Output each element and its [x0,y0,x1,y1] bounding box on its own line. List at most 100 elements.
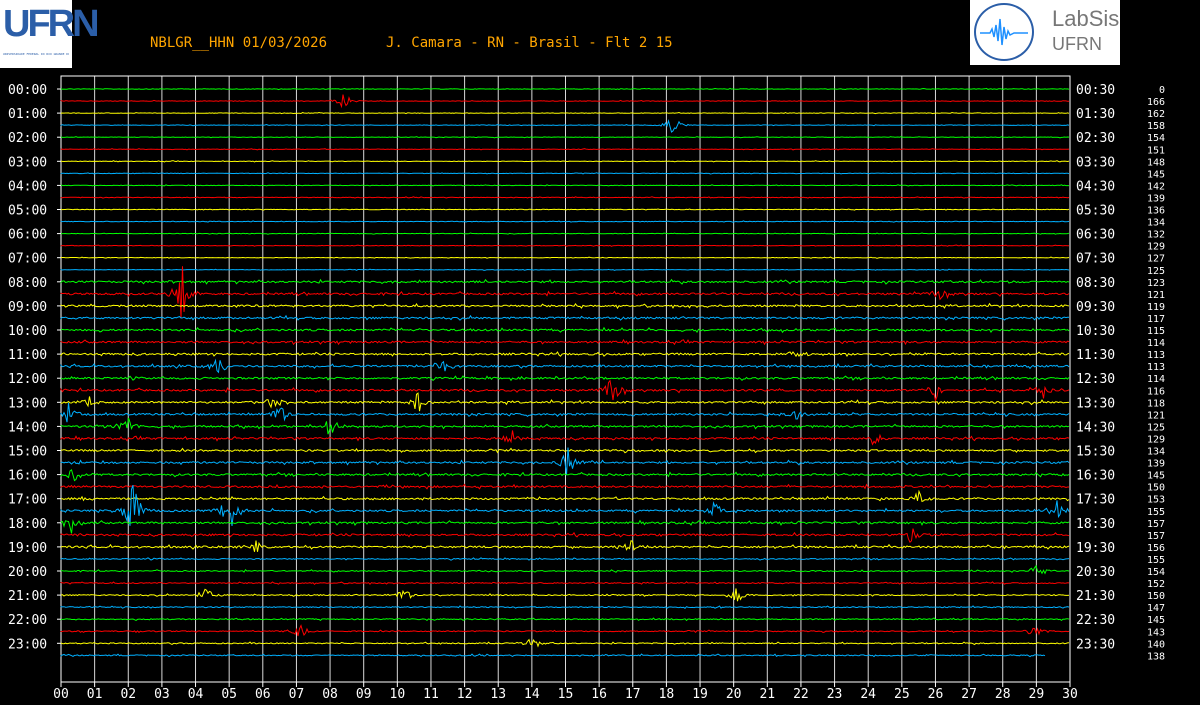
right-time-label: 15:30 [1076,445,1115,460]
ufrn-logo: UFRN UNIVERSIDADE FEDERAL DO RIO GRANDE … [0,0,100,68]
trace-line [60,87,1070,91]
scale-value-label: 145 [1147,471,1165,482]
ufrn-logo-text: UFRN [3,3,100,45]
trace-line [60,326,1070,334]
scale-value-label: 142 [1147,181,1165,192]
scale-value-label: 116 [1147,386,1165,397]
x-tick-label: 12 [457,687,473,702]
x-tick-label: 01 [87,687,103,702]
left-time-label: 15:00 [8,445,47,460]
trace-line [60,256,1070,259]
scale-value-label: 139 [1147,459,1165,470]
x-tick-label: 07 [289,687,305,702]
left-time-label: 16:00 [8,469,47,484]
right-time-label: 04:30 [1076,179,1115,194]
scale-value-label: 151 [1147,145,1165,156]
scale-value-label: 139 [1147,193,1165,204]
scale-value-label: 155 [1147,555,1165,566]
scale-value-label: 127 [1147,254,1165,265]
scale-value-label: 121 [1147,410,1165,421]
left-time-label: 03:00 [8,155,47,170]
right-time-label: 16:30 [1076,469,1115,484]
left-time-label: 10:00 [8,324,47,339]
trace-line [60,338,1070,346]
right-time-label: 00:30 [1076,83,1115,98]
trace-line [60,278,1070,285]
scale-value-label: 115 [1147,326,1165,337]
x-tick-label: 28 [995,687,1011,702]
scale-value-label: 154 [1147,567,1165,578]
left-time-label: 13:00 [8,396,47,411]
trace-line [60,172,1070,175]
trace-line [60,638,1070,648]
x-tick-label: 20 [726,687,742,702]
right-time-label: 09:30 [1076,300,1115,315]
left-time-label: 20:00 [8,565,47,580]
trace-line [60,268,1070,271]
trace-line [60,119,1070,133]
right-time-label: 21:30 [1076,589,1115,604]
scale-value-label: 150 [1147,483,1165,494]
x-tick-label: 17 [625,687,641,702]
trace-line [60,564,1070,575]
x-tick-label: 06 [255,687,271,702]
left-time-label: 01:00 [8,107,47,122]
scale-value-label: 123 [1147,278,1165,289]
scale-value-label: 166 [1147,97,1165,108]
right-time-label: 19:30 [1076,541,1115,556]
trace-line [60,581,1070,585]
trace-line [60,392,1069,412]
x-tick-label: 26 [928,687,944,702]
scale-value-label: 143 [1147,627,1165,638]
x-tick-label: 03 [154,687,170,702]
left-time-label: 02:00 [8,131,47,146]
trace-line [60,417,1070,435]
scale-value-label: 129 [1147,242,1165,253]
trace-line [60,302,1070,310]
helicorder-title: NBLGR__HHN 01/03/2026 J. Camara - RN - B… [150,35,673,51]
scale-value-label: 125 [1147,422,1165,433]
scale-value-label: 114 [1147,338,1165,349]
labsis-logo-name: LabSis [1052,6,1120,31]
x-tick-label: 30 [1062,687,1078,702]
trace-line [60,220,1070,223]
x-tick-label: 25 [894,687,910,702]
scale-value-label: 162 [1147,109,1165,120]
scale-value-label: 147 [1147,603,1165,614]
ufrn-logo-subtext: UNIVERSIDADE FEDERAL DO RIO GRANDE DO NO… [3,52,69,56]
scale-value-label: 158 [1147,121,1165,132]
x-tick-label: 18 [659,687,675,702]
scale-value-label: 114 [1147,374,1165,385]
trace-line [60,485,1070,526]
trace-line [60,447,1070,454]
right-time-label: 03:30 [1076,155,1115,170]
right-time-label: 18:30 [1076,517,1115,532]
x-tick-label: 24 [860,687,876,702]
right-time-label: 10:30 [1076,324,1115,339]
left-time-label: 06:00 [8,228,47,243]
x-tick-label: 05 [221,687,237,702]
left-time-label: 22:00 [8,613,47,628]
trace-line [60,351,1070,358]
right-time-label: 14:30 [1076,420,1115,435]
x-tick-label: 02 [120,687,136,702]
trace-line [60,160,1070,163]
scale-value-label: 117 [1147,314,1165,325]
trace-line [60,94,1070,109]
left-time-label: 11:00 [8,348,47,363]
x-tick-label: 09 [356,687,372,702]
right-time-label: 11:30 [1076,348,1115,363]
trace-line [60,489,1070,503]
scale-value-label: 154 [1147,133,1165,144]
right-time-label: 23:30 [1076,637,1115,652]
scale-value-label: 118 [1147,398,1165,409]
trace-line [60,468,1070,482]
left-time-label: 17:00 [8,493,47,508]
trace-line [60,111,1070,115]
scale-value-label: 129 [1147,434,1165,445]
scale-value-label: 153 [1147,495,1165,506]
x-tick-label: 22 [793,687,809,702]
scale-value-label: 134 [1147,218,1165,229]
scale-value-label: 125 [1147,266,1165,277]
